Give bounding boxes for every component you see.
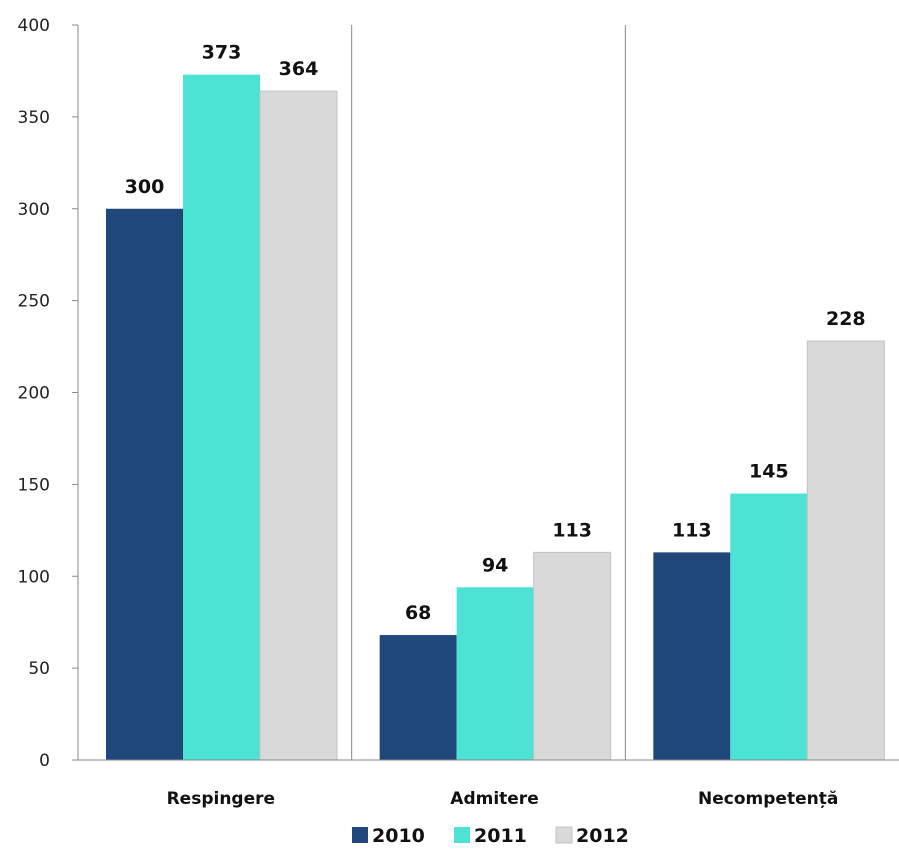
x-axis: Respingere Admitere Necompetență [78, 759, 899, 809]
legend-label: 2012 [576, 825, 629, 847]
bar-2012-Respingere [259, 90, 338, 761]
y-tick-label: 400 [18, 16, 50, 36]
y-tick-label: 50 [28, 659, 50, 679]
legend: 2010 2011 2012 [352, 825, 629, 847]
y-tick-label: 200 [18, 384, 50, 404]
bar-2012-Necompetență [806, 340, 885, 761]
bars [106, 74, 885, 761]
y-tick-label: 150 [18, 475, 50, 495]
data-label: 228 [826, 308, 866, 330]
bar-2012-Admitere [533, 551, 612, 761]
bar-2011-Admitere [456, 587, 534, 760]
y-axis: 0 50 100 150 200 250 300 350 400 [18, 16, 79, 771]
legend-label: 2011 [474, 825, 527, 847]
category-label: Respingere [167, 789, 275, 809]
data-labels: 300 373 364 68 94 113 113 145 228 [125, 42, 866, 624]
bar-2010-Admitere [379, 635, 457, 760]
data-label: 373 [202, 42, 242, 64]
y-tick-label: 0 [39, 751, 50, 771]
data-label: 145 [749, 461, 789, 483]
bar-2011-Respingere [183, 74, 260, 761]
data-label: 94 [482, 554, 508, 576]
bar-2010-Necompetență [653, 552, 731, 760]
y-tick-label: 250 [18, 292, 50, 312]
legend-swatch [454, 827, 470, 843]
category-label: Necompetență [698, 789, 838, 809]
y-tick-label: 100 [18, 567, 50, 587]
category-label: Admitere [450, 789, 538, 809]
data-label: 364 [279, 58, 319, 80]
legend-swatch [555, 826, 573, 844]
data-label: 300 [125, 176, 165, 198]
legend-swatch [352, 827, 368, 843]
data-label: 113 [672, 519, 712, 541]
bar-2010-Respingere [106, 208, 183, 760]
y-tick-label: 350 [18, 108, 50, 128]
y-tick-label: 300 [18, 200, 50, 220]
bar-2011-Necompetență [730, 493, 808, 760]
data-label: 68 [405, 602, 431, 624]
legend-label: 2010 [372, 825, 425, 847]
data-label: 113 [552, 519, 592, 541]
category-separators [351, 25, 626, 760]
